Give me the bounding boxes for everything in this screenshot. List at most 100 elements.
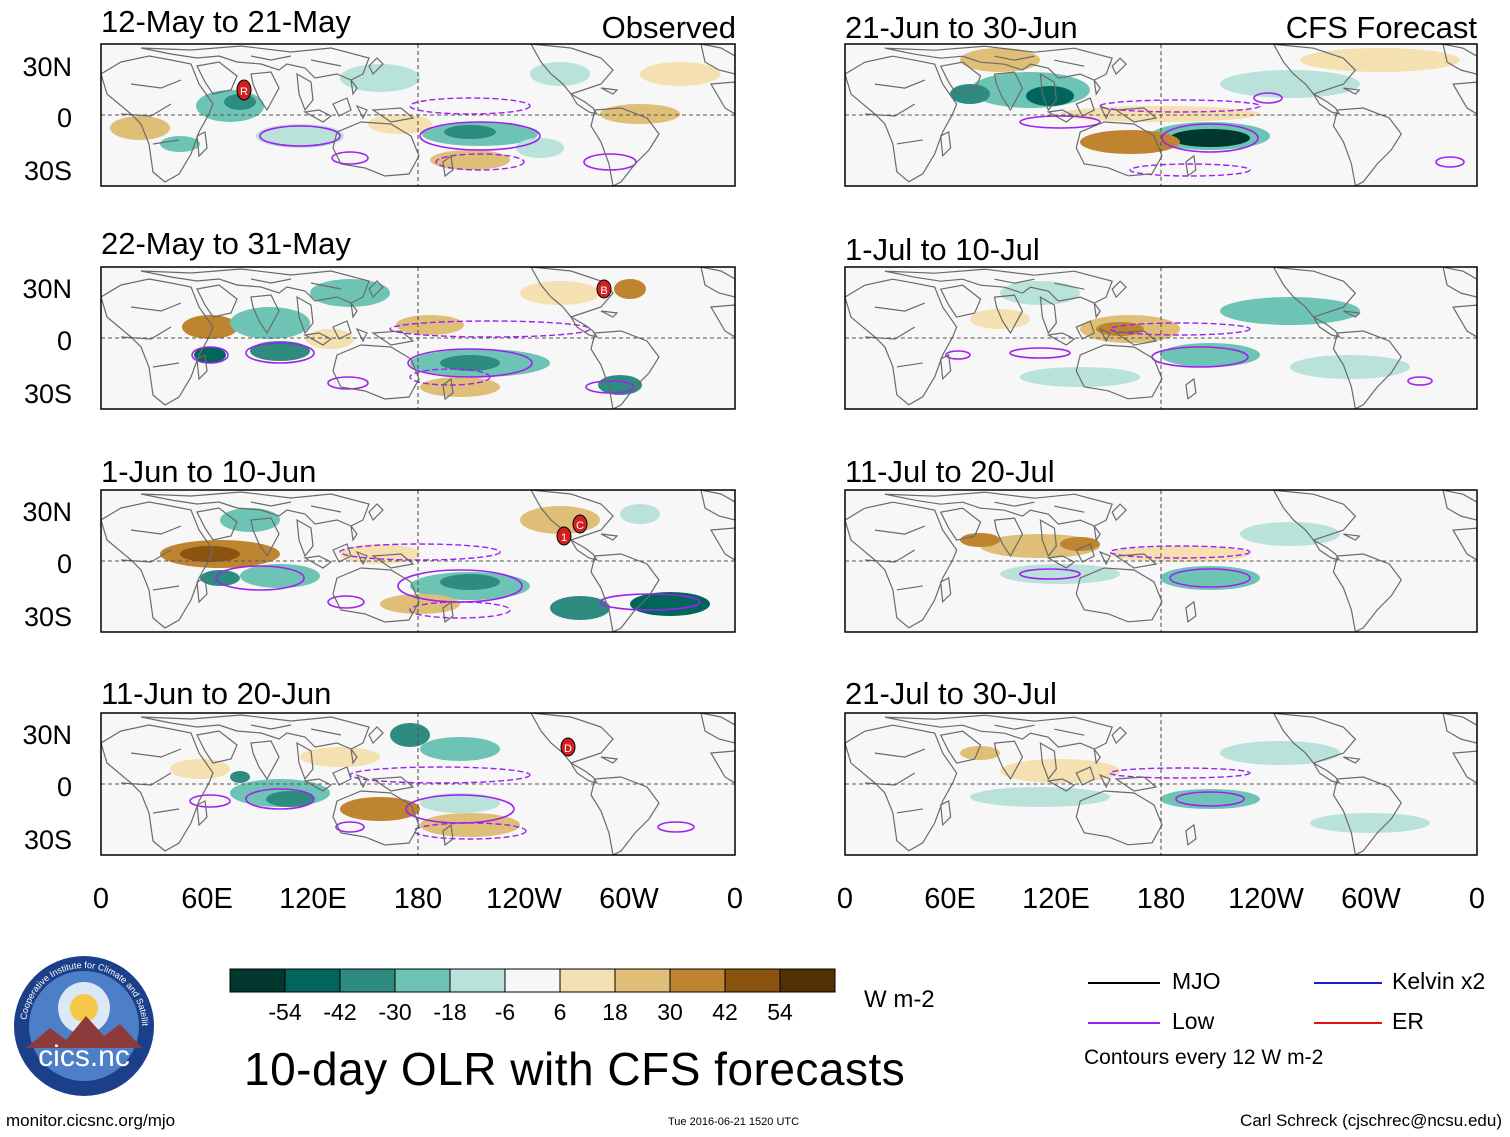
svg-text:B: B bbox=[600, 285, 607, 297]
x-tick: 120E bbox=[1022, 883, 1090, 915]
olr-anomalies bbox=[845, 490, 1477, 632]
x-tick: 60E bbox=[924, 883, 976, 915]
storm-marker: D bbox=[560, 737, 576, 757]
panel-period: 1-Jun to 10-Jun bbox=[101, 454, 316, 489]
olr-anomalies bbox=[101, 267, 735, 409]
colorbar-tick-label: 42 bbox=[712, 999, 738, 1025]
colorbar-swatch bbox=[614, 968, 671, 993]
x-tick: 120W bbox=[1228, 883, 1304, 915]
x-tick: 60W bbox=[599, 883, 659, 915]
storm-marker: R bbox=[236, 79, 252, 101]
panel-period: 1-Jul to 10-Jul bbox=[845, 232, 1040, 267]
x-tick: 0 bbox=[1469, 883, 1485, 915]
colorbar-swatch bbox=[339, 968, 396, 993]
y-tick: 30N bbox=[22, 497, 72, 527]
y-tick: 0 bbox=[57, 326, 72, 356]
panel-observed-2: 22-May to 31-May bbox=[100, 226, 736, 410]
y-tick: 0 bbox=[57, 549, 72, 579]
panel-forecast-1: 21-Jun to 30-Jun bbox=[844, 10, 1478, 187]
y-axis-labels: 30N 0 30S 30N 0 30S 30N 0 30S 30N 0 30S bbox=[22, 52, 72, 855]
colorbar-tick-label: -42 bbox=[323, 999, 356, 1025]
storm-marker: 1 bbox=[556, 526, 572, 546]
storm-marker: B bbox=[596, 279, 612, 299]
olr-anomalies bbox=[101, 713, 735, 855]
x-tick: 120E bbox=[279, 883, 347, 915]
panel-period: 11-Jul to 20-Jul bbox=[845, 454, 1055, 489]
panel-forecast-4: 21-Jul to 30-Jul bbox=[844, 676, 1478, 856]
colorbar-swatch bbox=[284, 968, 341, 993]
olr-anomalies bbox=[845, 713, 1477, 855]
olr-anomalies bbox=[101, 44, 735, 186]
y-tick: 30S bbox=[24, 602, 72, 632]
legend-label-low: Low bbox=[1172, 1008, 1215, 1034]
colorbar-tick-label: -30 bbox=[378, 999, 411, 1025]
x-tick: 120W bbox=[486, 883, 562, 915]
colorbar-swatch bbox=[559, 968, 616, 993]
forecast-header: CFS Forecast bbox=[1286, 10, 1478, 45]
colorbar: -54 -42 -30 -18 -6 6 18 30 42 54 bbox=[229, 968, 836, 1025]
colorbar-swatch bbox=[394, 968, 451, 993]
colorbar-tick-label: -6 bbox=[495, 999, 515, 1025]
footer-timestamp: Tue 2016-06-21 1520 UTC bbox=[668, 1116, 800, 1128]
y-tick: 30S bbox=[24, 156, 72, 186]
panel-period: 21-Jun to 30-Jun bbox=[845, 10, 1078, 45]
svg-text:D: D bbox=[564, 743, 572, 755]
x-tick: 60W bbox=[1341, 883, 1401, 915]
x-tick: 180 bbox=[394, 883, 442, 915]
y-tick: 30N bbox=[22, 720, 72, 750]
footer-url: monitor.cicsnc.org/mjo bbox=[6, 1111, 176, 1130]
olr-anomalies bbox=[845, 44, 1477, 186]
x-tick: 0 bbox=[727, 883, 743, 915]
legend-label-mjo: MJO bbox=[1172, 968, 1221, 994]
y-tick: 30S bbox=[24, 825, 72, 855]
svg-text:C: C bbox=[576, 520, 584, 532]
panel-forecast-3: 11-Jul to 20-Jul bbox=[844, 454, 1478, 633]
legend-label-kelvin: Kelvin x2 bbox=[1392, 968, 1486, 994]
colorbar-tick-label: 18 bbox=[602, 999, 628, 1025]
footer-author: Carl Schreck (cjschrec@ncsu.edu) bbox=[1240, 1111, 1502, 1130]
panel-observed-1: 12-May to 21-May bbox=[100, 4, 736, 187]
panel-period: 21-Jul to 30-Jul bbox=[845, 676, 1057, 711]
legend-swatch-er bbox=[1314, 1022, 1382, 1024]
legend-swatch-mjo bbox=[1088, 982, 1160, 984]
svg-text:R: R bbox=[240, 86, 248, 98]
y-tick: 30S bbox=[24, 379, 72, 409]
legend-swatch-low bbox=[1088, 1022, 1160, 1024]
panel-observed-4: 11-Jun to 20-Jun bbox=[100, 676, 736, 856]
svg-text:1: 1 bbox=[561, 532, 567, 544]
x-tick: 60E bbox=[181, 883, 233, 915]
colorbar-swatch bbox=[669, 968, 726, 993]
colorbar-swatch bbox=[779, 968, 836, 993]
panel-observed-3: 1-Jun to 10-Jun bbox=[100, 454, 736, 633]
colorbar-tick-label: -54 bbox=[268, 999, 301, 1025]
y-tick: 0 bbox=[57, 772, 72, 802]
y-tick: 30N bbox=[22, 52, 72, 82]
panel-period: 11-Jun to 20-Jun bbox=[101, 676, 331, 711]
figure-title: 10-day OLR with CFS forecasts bbox=[244, 1043, 906, 1095]
panel-forecast-2: 1-Jul to 10-Jul bbox=[844, 232, 1478, 410]
logo-text: cics.nc bbox=[38, 1040, 130, 1073]
colorbar-swatch bbox=[504, 968, 561, 993]
colorbar-swatch bbox=[229, 968, 286, 993]
x-tick: 0 bbox=[93, 883, 109, 915]
panel-period: 12-May to 21-May bbox=[101, 4, 351, 39]
legend-swatch-kelvin bbox=[1314, 982, 1382, 984]
x-tick: 0 bbox=[837, 883, 853, 915]
storm-marker: C bbox=[572, 514, 588, 534]
colorbar-swatch bbox=[724, 968, 781, 993]
olr-anomalies bbox=[845, 267, 1477, 409]
colorbar-tick-label: 6 bbox=[554, 999, 567, 1025]
colorbar-tick-label: -18 bbox=[433, 999, 466, 1025]
colorbar-tick-label: 54 bbox=[767, 999, 793, 1025]
colorbar-tick-label: 30 bbox=[657, 999, 683, 1025]
panel-period: 22-May to 31-May bbox=[101, 226, 351, 261]
olr-anomalies bbox=[101, 490, 735, 632]
y-tick: 30N bbox=[22, 274, 72, 304]
x-axis-labels-left: 0 60E 120E 180 120W 60W 0 bbox=[93, 883, 743, 915]
y-tick: 0 bbox=[57, 103, 72, 133]
legend-label-er: ER bbox=[1392, 1008, 1424, 1034]
contour-note: Contours every 12 W m-2 bbox=[1084, 1046, 1324, 1069]
colorbar-units: W m-2 bbox=[864, 986, 935, 1013]
x-tick: 180 bbox=[1137, 883, 1185, 915]
